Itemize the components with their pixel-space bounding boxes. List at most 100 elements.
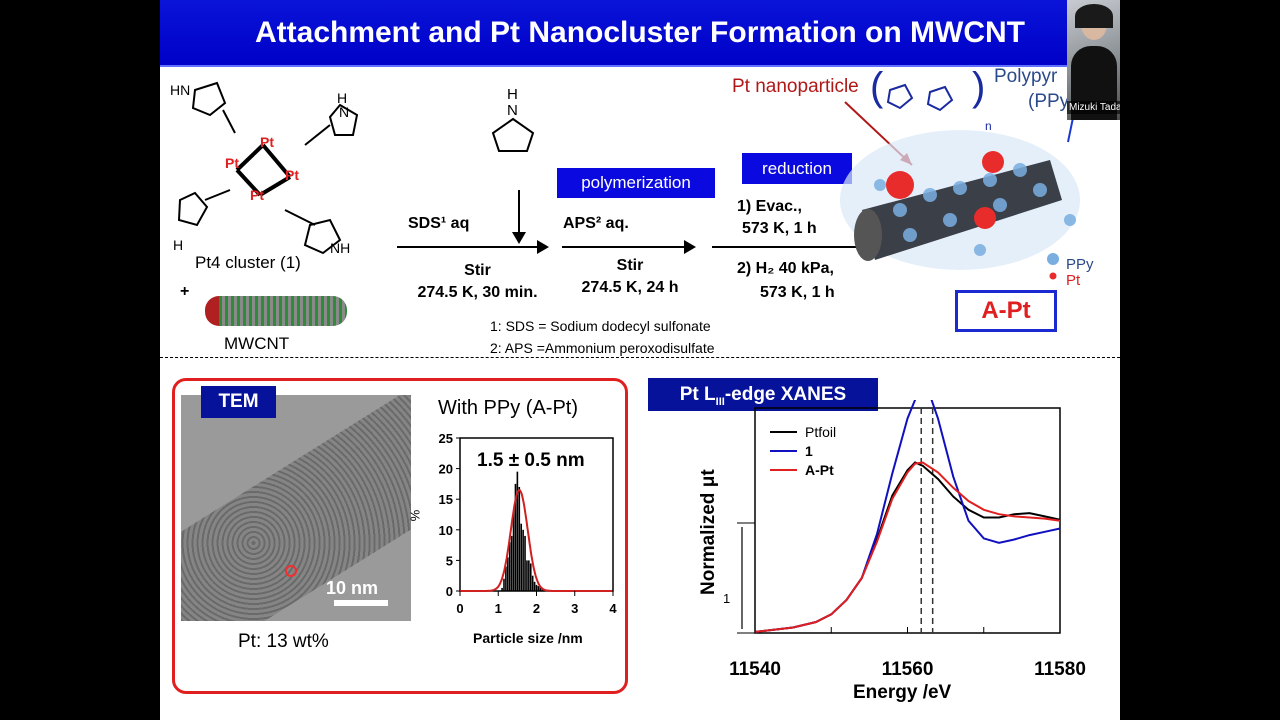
series-line-A-Pt (754, 461, 1061, 633)
histogram-bar (529, 563, 532, 591)
gaussian-fit-line (460, 489, 613, 592)
reduction-label: reduction (742, 153, 852, 184)
section-divider (160, 357, 1120, 358)
histogram-bar (501, 587, 503, 591)
step3-evac-temp: 573 K, 1 h (742, 220, 817, 237)
histogram-bar (514, 483, 517, 591)
size-annotation: 1.5 ± 0.5 nm (477, 450, 585, 471)
svg-text:H: H (173, 237, 183, 253)
svg-text:H: H (337, 90, 347, 106)
scale-bar-label: 10 nm (326, 578, 379, 598)
reaction-arrow-2 (562, 240, 696, 254)
cluster-label: Pt4 cluster (1) (195, 253, 301, 272)
histogram-ylabel: % (407, 509, 423, 522)
pt-nanoparticle-label: Pt nanoparticle (732, 76, 859, 97)
step1-temp-time: 274.5 K, 30 min. (417, 284, 538, 301)
legend-pt: Pt (1066, 272, 1081, 289)
histogram-bar (510, 535, 513, 591)
y-tick-label: 25 (439, 431, 453, 446)
histogram-bar (518, 486, 521, 591)
step2-stir: Stir (616, 257, 644, 274)
a-pt-illustration: ()n (840, 70, 1080, 280)
particle-size-histogram: 0 1 2 3 4 0 5 10 15 20 25 (439, 431, 618, 616)
xanes-xlabel: Energy /eV (853, 682, 952, 703)
xanes-ylabel: Normalized μt (698, 469, 719, 595)
svg-text:): ) (972, 70, 985, 109)
mwcnt-label: MWCNT (224, 334, 290, 353)
svg-text:HN: HN (170, 82, 190, 98)
scale-bar (334, 600, 388, 606)
svg-text:NH: NH (330, 240, 350, 255)
step2-temp-time: 274.5 K, 24 h (581, 279, 679, 296)
histogram-bar (505, 566, 507, 591)
histogram-bar (531, 575, 534, 591)
histogram-bar (503, 578, 505, 591)
polymerization-label: polymerization (557, 168, 715, 198)
step1-reagent: SDS¹ aq (408, 215, 470, 232)
histogram-bar (507, 557, 509, 591)
xanes-label: Pt LIII-edge XANES (648, 378, 878, 411)
legend-label: A-Pt (805, 462, 834, 478)
x-tick-label: 2 (533, 601, 540, 616)
product-label: A-Pt (955, 290, 1057, 332)
step2-conditions: Stir 274.5 K, 24 h (560, 255, 700, 299)
step1-conditions: Stir 274.5 K, 30 min. (400, 260, 555, 304)
footnotes: 1: SDS = Sodium dodecyl sulfonate 2: APS … (490, 315, 715, 359)
histogram-bar (520, 523, 522, 591)
x-tick-label: 11560 (882, 659, 934, 680)
step3-evac-text: 1) Evac., (737, 198, 802, 215)
step2-reagent: APS² aq. (563, 215, 629, 232)
participant-name: Mizuki Tada (1067, 101, 1120, 114)
histogram-bar (524, 535, 526, 591)
xanes-chart: 11540 11560 11580 Ptfoil 1 A-Pt 1 (723, 400, 1086, 680)
tem-image: 10 nm (181, 395, 411, 621)
histogram-bar (526, 560, 528, 591)
x-tick-label: 4 (609, 601, 617, 616)
step3-h2-text: 2) H₂ 40 kPa, (737, 260, 834, 277)
svg-text:Pt: Pt (225, 155, 239, 171)
svg-text:Pt: Pt (285, 167, 299, 183)
histogram-bar (512, 511, 515, 591)
histogram-title: With PPy (A-Pt) (438, 397, 579, 419)
step1-stir: Stir (464, 262, 491, 279)
polypyrrole-label: Polypyr (994, 66, 1058, 87)
step3-evac: 1) Evac., 573 K, 1 h (737, 196, 817, 240)
histogram-xlabel: Particle size /nm (473, 630, 583, 646)
svg-text:H: H (507, 86, 518, 103)
svg-text:Pt: Pt (260, 134, 274, 150)
legend-ppy: PPy (1066, 256, 1094, 273)
x-tick-label: 0 (456, 601, 463, 616)
x-tick-label: 3 (571, 601, 578, 616)
histogram-bar (541, 588, 544, 591)
y-tick-label: 10 (439, 523, 453, 538)
down-arrow-icon (512, 232, 526, 244)
plus-sign: + (180, 283, 190, 300)
tem-label: TEM (201, 386, 276, 418)
pointer-icon (285, 565, 297, 577)
legend-label: 1 (805, 443, 813, 459)
ppy-abbrev: (PPy (1028, 91, 1070, 112)
x-tick-label: 11580 (1034, 659, 1086, 680)
tem-panel (172, 378, 628, 694)
footnote-aps: 2: APS =Ammonium peroxodisulfate (490, 340, 715, 356)
histogram-bar (522, 529, 524, 591)
tem-caption: Pt: 13 wt% (238, 631, 329, 652)
series-line-Ptfoil (754, 461, 1061, 633)
svg-text:N: N (339, 104, 349, 120)
svg-text:n: n (985, 119, 992, 133)
histogram-bar (508, 542, 511, 591)
svg-text:Pt: Pt (250, 187, 264, 203)
histogram-bar (535, 584, 538, 591)
y-tick-label: 5 (446, 553, 453, 568)
participant-video[interactable]: Mizuki Tada (1067, 0, 1120, 120)
y-tick-label: 0 (446, 584, 453, 599)
presentation-slide: Attachment and Pt Nanocluster Formation … (160, 0, 1120, 720)
y-tick-label: 20 (439, 462, 453, 477)
svg-text:N: N (507, 102, 518, 119)
step3-h2-temp: 573 K, 1 h (760, 284, 835, 301)
histogram-bar (533, 581, 536, 591)
histogram-bar (537, 586, 540, 591)
pyrrole-structure: HN (491, 86, 535, 152)
svg-text:(: ( (870, 70, 884, 109)
